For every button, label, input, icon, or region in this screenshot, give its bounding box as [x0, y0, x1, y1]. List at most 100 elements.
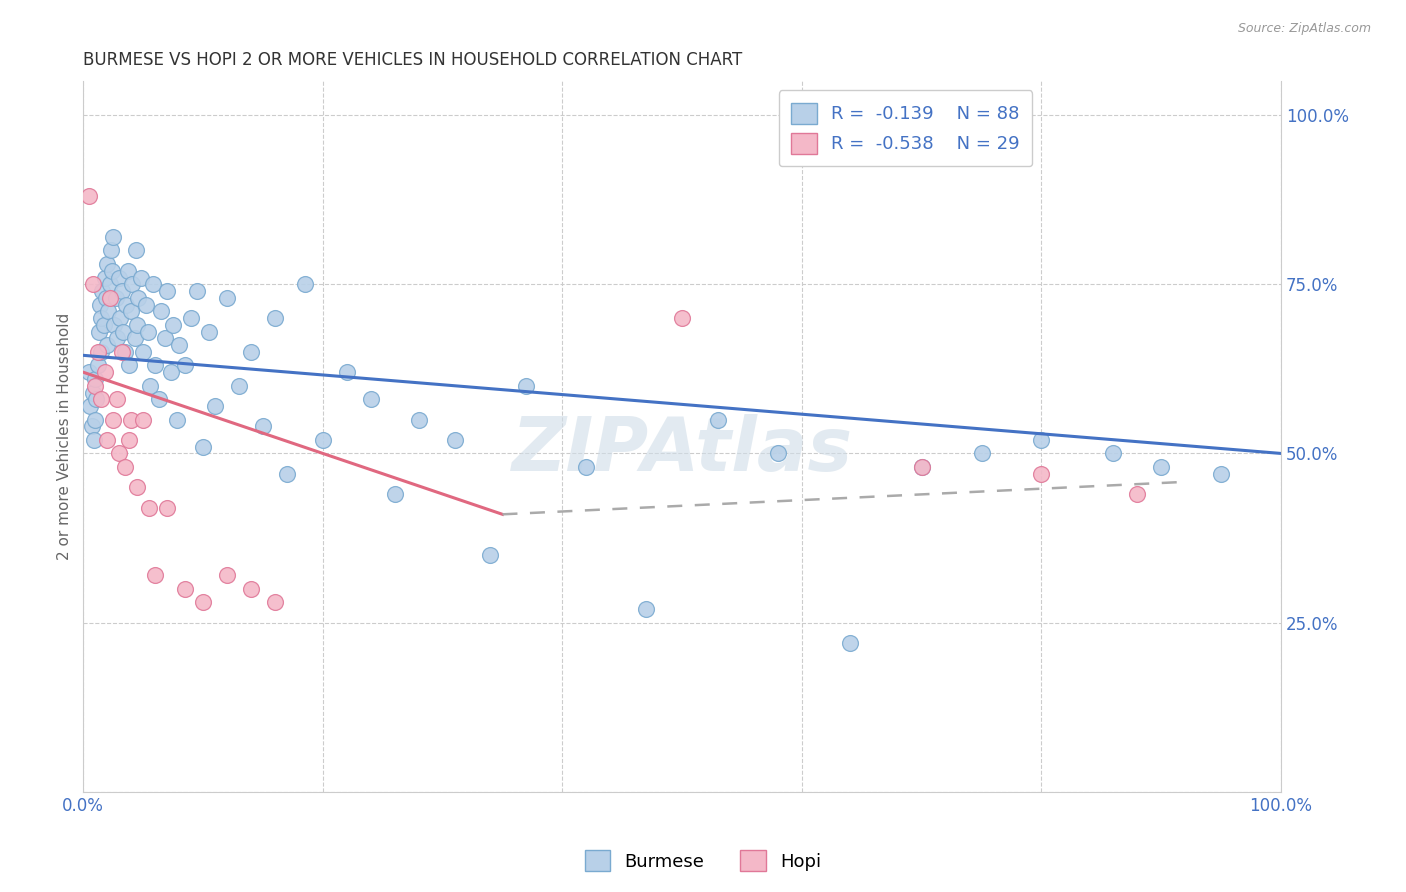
Point — [294, 277, 316, 292]
Point — [108, 446, 131, 460]
Text: BURMESE VS HOPI 2 OR MORE VEHICLES IN HOUSEHOLD CORRELATION CHART: BURMESE VS HOPI 2 OR MORE VEHICLES IN HO… — [83, 51, 742, 69]
Point — [132, 345, 155, 359]
Point — [105, 392, 128, 407]
Point — [264, 311, 287, 326]
Point — [1102, 446, 1125, 460]
Point — [84, 412, 107, 426]
Point — [204, 399, 226, 413]
Point — [103, 412, 125, 426]
Point — [838, 636, 860, 650]
Point — [156, 500, 179, 515]
Point — [114, 460, 136, 475]
Point — [136, 325, 159, 339]
Point — [312, 433, 335, 447]
Point — [707, 412, 730, 426]
Point — [443, 433, 465, 447]
Point — [911, 460, 934, 475]
Point — [117, 264, 139, 278]
Point — [129, 270, 152, 285]
Point — [84, 372, 107, 386]
Point — [97, 304, 120, 318]
Point — [215, 568, 238, 582]
Point — [148, 392, 170, 407]
Point — [108, 270, 131, 285]
Point — [120, 412, 142, 426]
Point — [515, 378, 537, 392]
Point — [105, 331, 128, 345]
Point — [110, 311, 132, 326]
Point — [174, 582, 197, 596]
Point — [167, 338, 190, 352]
Point — [150, 304, 173, 318]
Point — [118, 359, 141, 373]
Point — [766, 446, 789, 460]
Point — [166, 412, 188, 426]
Point — [90, 311, 112, 326]
Point — [479, 548, 502, 562]
Point — [98, 277, 121, 292]
Point — [77, 365, 100, 379]
Point — [91, 284, 114, 298]
Point — [970, 446, 993, 460]
Point — [100, 244, 122, 258]
Point — [118, 433, 141, 447]
Point — [143, 568, 166, 582]
Point — [132, 412, 155, 426]
Point — [1031, 433, 1053, 447]
Point — [86, 392, 108, 407]
Point — [139, 378, 162, 392]
Point — [174, 359, 197, 373]
Point — [82, 277, 104, 292]
Point — [159, 365, 181, 379]
Point — [239, 345, 262, 359]
Point — [239, 582, 262, 596]
Point — [98, 291, 121, 305]
Point — [77, 189, 100, 203]
Point — [1126, 487, 1149, 501]
Point — [89, 297, 111, 311]
Point — [186, 284, 208, 298]
Point — [120, 304, 142, 318]
Point — [87, 325, 110, 339]
Point — [408, 412, 430, 426]
Point — [127, 291, 149, 305]
Point — [228, 378, 250, 392]
Point — [198, 325, 221, 339]
Point — [191, 440, 214, 454]
Point — [143, 359, 166, 373]
Point — [252, 419, 274, 434]
Point — [142, 277, 165, 292]
Point — [96, 433, 118, 447]
Point — [93, 318, 115, 332]
Point — [82, 385, 104, 400]
Point — [104, 291, 127, 305]
Point — [1209, 467, 1232, 481]
Y-axis label: 2 or more Vehicles in Household: 2 or more Vehicles in Household — [58, 313, 72, 560]
Point — [96, 338, 118, 352]
Point — [1031, 467, 1053, 481]
Point — [94, 291, 117, 305]
Point — [384, 487, 406, 501]
Point — [911, 460, 934, 475]
Point — [127, 480, 149, 494]
Point — [1150, 460, 1173, 475]
Point — [114, 345, 136, 359]
Point — [636, 602, 658, 616]
Text: ZIPAtlas: ZIPAtlas — [512, 414, 852, 487]
Point — [103, 318, 125, 332]
Point — [156, 284, 179, 298]
Point — [138, 500, 160, 515]
Point — [103, 230, 125, 244]
Point — [124, 331, 146, 345]
Legend: Burmese, Hopi: Burmese, Hopi — [578, 843, 828, 879]
Point — [84, 378, 107, 392]
Point — [90, 345, 112, 359]
Point — [180, 311, 202, 326]
Point — [191, 595, 214, 609]
Point — [79, 399, 101, 413]
Point — [671, 311, 693, 326]
Point — [110, 345, 132, 359]
Point — [115, 297, 138, 311]
Point — [127, 318, 149, 332]
Point — [110, 284, 132, 298]
